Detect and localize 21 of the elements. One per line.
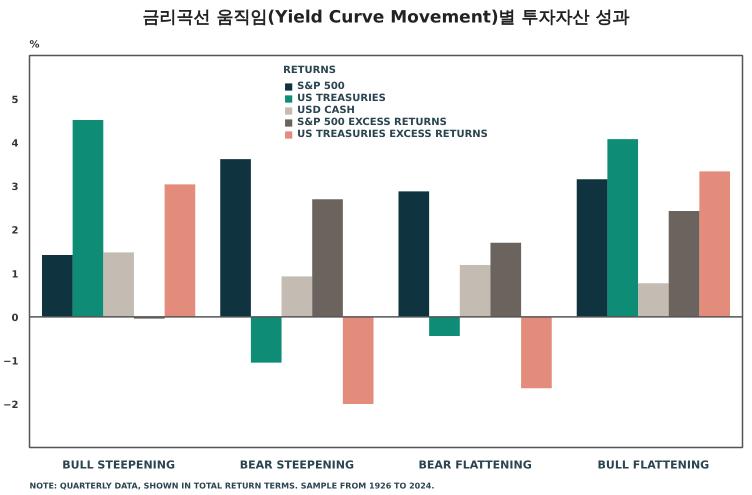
legend-label: US TREASURIES — [297, 93, 386, 104]
y-tick-label: 2 — [12, 226, 19, 237]
y-tick-label: 5 — [12, 95, 19, 106]
legend-label: US TREASURIES EXCESS RETURNS — [297, 129, 488, 140]
x-tick-label: BULL STEEPENING — [62, 458, 175, 472]
legend-label: S&P 500 EXCESS RETURNS — [297, 117, 447, 128]
x-tick-label: BULL FLATTENING — [598, 458, 710, 472]
y-tick-label: 4 — [12, 138, 19, 150]
legend-label: USD CASH — [297, 105, 355, 116]
y-tick-label: 3 — [12, 182, 19, 194]
y-axis-title: % — [30, 40, 40, 50]
y-tick-label: −1 — [3, 356, 19, 368]
legend-title: RETURNS — [283, 65, 337, 76]
y-tick-label: 0 — [12, 312, 19, 324]
text: NOTE: QUARTERLY DATA, SHOWN IN TOTAL RETURN TERMS. SAMPLE FROM 1926 TO 2024. — [30, 482, 434, 490]
x-tick-label: BEAR FLATTENING — [418, 458, 532, 472]
legend-label: S&P 500 — [297, 81, 345, 92]
x-tick-label: BEAR STEEPENING — [240, 458, 354, 472]
chart-title: 금리곡선 움직임(Yield Curve Movement)별 투자자산 성과 — [142, 8, 630, 28]
y-tick-label: −2 — [3, 400, 19, 411]
y-tick-label: 1 — [12, 269, 19, 280]
